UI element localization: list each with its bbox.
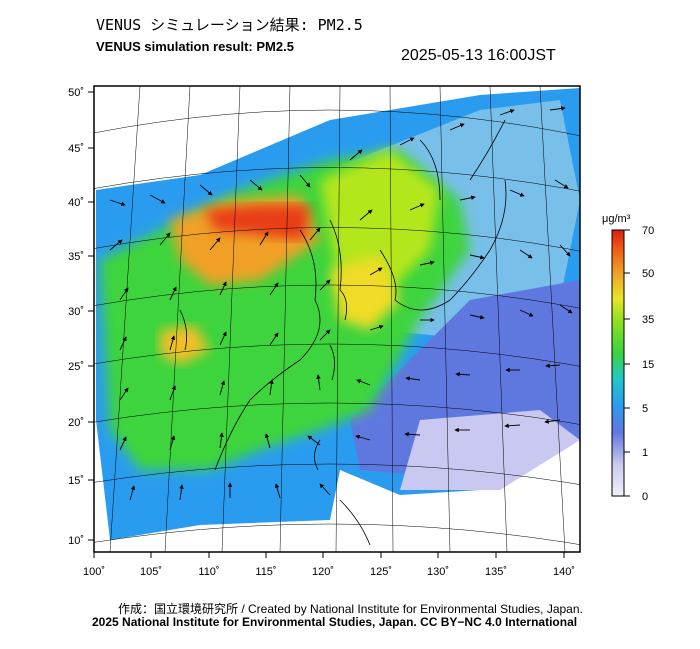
colorbar-label: 35 [642,314,654,326]
colorbar-unit: μg/m³ [602,213,631,225]
colorbar-label: 5 [642,403,648,415]
latitude-labels: 50˚ 45˚ 40˚ 35˚ 30˚ 25˚ 20˚ 15˚ 10˚ [68,87,84,547]
colorbar-tick-marks [624,229,630,497]
lat-label: 25˚ [68,361,84,373]
lon-label: 120˚ [312,566,334,578]
colorbar-label: 50 [642,268,654,280]
longitude-labels: 100˚ 105˚ 110˚ 115˚ 120˚ 125˚ 130˚ 135˚ … [83,566,575,578]
longitude-tick-marks [93,552,565,558]
lon-label: 100˚ [83,566,105,578]
title-english: VENUS simulation result: PM2.5 [96,39,294,54]
lat-label: 35˚ [68,251,84,263]
coastlines [179,119,507,546]
colorbar-labels: 70 50 35 15 5 1 0 [642,225,654,503]
lon-label: 110˚ [198,566,219,578]
lon-label: 115˚ [255,566,276,578]
license-line: 2025 National Institute for Environmenta… [92,615,578,629]
colorbar-label: 15 [642,359,654,371]
colorbar-label: 70 [642,225,654,237]
latitude-tick-marks [88,91,94,541]
lat-label: 50˚ [68,87,84,99]
title-japanese: VENUS シミュレーション結果: PM2.5 [96,16,363,34]
timestamp: 2025-05-13 16:00JST [401,47,556,64]
lon-label: 105˚ [140,566,162,578]
credit-line: 作成：国立環境研究所 / Created by National Institu… [118,602,583,616]
colorbar-label: 1 [642,447,648,459]
lon-label: 135˚ [485,566,507,578]
graticule [94,86,580,552]
lon-label: 130˚ [427,566,449,578]
lat-label: 40˚ [68,197,84,209]
lat-label: 45˚ [68,143,84,155]
lon-label: 140˚ [553,566,575,578]
lon-label: 125˚ [370,566,392,578]
colorbar [611,229,625,497]
lat-label: 15˚ [68,475,84,487]
lat-label: 10˚ [68,535,84,547]
colorbar-label: 0 [642,491,648,503]
lat-label: 20˚ [68,417,84,429]
lat-label: 30˚ [68,306,84,318]
map-frame [93,85,581,553]
wind-vectors [109,106,573,501]
